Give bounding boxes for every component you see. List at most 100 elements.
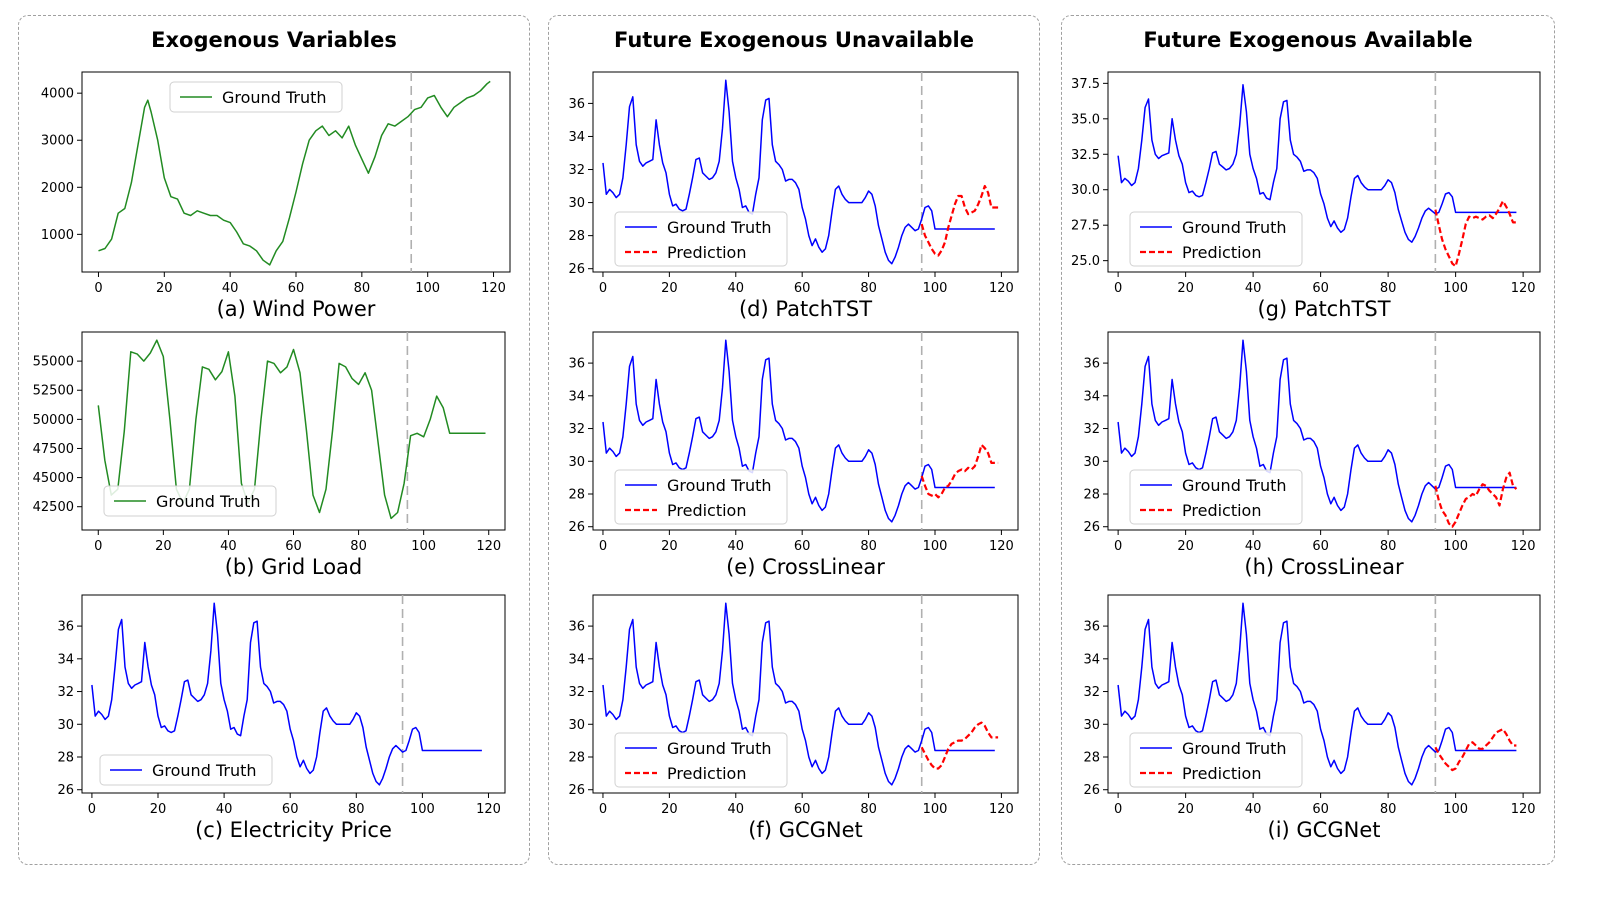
legend: Ground Truth Prediction: [1129, 469, 1303, 525]
y-tick-label: 26: [568, 520, 585, 535]
legend: Ground Truth Prediction: [614, 469, 788, 525]
legend-box: [1129, 732, 1303, 788]
y-tick-label: 3000: [41, 134, 74, 149]
chart-i: 0 20 40 60 80 100 120 26 28 30 32 34 36 Ground Truth P…: [1083, 594, 1541, 842]
x-tick-label: 60: [288, 281, 305, 296]
chart-title: (c) Electricity Price: [195, 818, 392, 842]
prediction-line: [920, 721, 999, 770]
y-tick-label: 26: [568, 783, 585, 798]
x-tick-label: 40: [216, 802, 233, 817]
x-tick-label: 20: [1177, 281, 1194, 296]
chart-title: (h) CrossLinear: [1244, 555, 1404, 579]
x-tick-label: 20: [1177, 802, 1194, 817]
legend-label: Prediction: [1182, 243, 1261, 262]
y-tick-label: 34: [1083, 389, 1100, 404]
x-tick-label: 20: [661, 281, 678, 296]
x-tick-label: 100: [1443, 802, 1468, 817]
chart-c: 0 20 40 60 80 100 120 26 28 30 32 34 36 Ground Truth (…: [57, 594, 506, 842]
x-tick-label: 120: [476, 539, 501, 554]
y-tick-label: 30: [57, 718, 74, 733]
y-tick-label: 27.5: [1071, 219, 1100, 234]
legend-label: Ground Truth: [667, 476, 772, 495]
x-tick-label: 80: [354, 281, 371, 296]
legend: Ground Truth: [99, 754, 273, 786]
y-tick-label: 2000: [41, 181, 74, 196]
plot-frame: [81, 594, 506, 794]
y-tick-label: 32: [57, 685, 74, 700]
x-tick-label: 40: [1245, 539, 1262, 554]
x-tick-label: 0: [599, 281, 607, 296]
legend: Ground Truth: [169, 81, 343, 113]
legend: Ground Truth Prediction: [1129, 732, 1303, 788]
y-tick-label: 36: [1083, 620, 1100, 635]
x-tick-label: 100: [415, 281, 440, 296]
y-tick-label: 30: [1083, 718, 1100, 733]
x-tick-label: 40: [728, 281, 745, 296]
legend-label: Ground Truth: [1182, 739, 1287, 758]
plot-frame: [1107, 594, 1541, 794]
y-tick-label: 47500: [33, 442, 74, 457]
ground-truth-line: [602, 602, 995, 786]
x-tick-label: 80: [348, 802, 365, 817]
y-tick-label: 30: [1083, 455, 1100, 470]
x-tick-label: 120: [481, 281, 506, 296]
x-tick-label: 20: [661, 539, 678, 554]
group-title: Future Exogenous Available: [1143, 28, 1473, 52]
y-tick-label: 28: [1083, 488, 1100, 503]
y-tick-label: 30: [568, 455, 585, 470]
x-tick-label: 120: [989, 281, 1014, 296]
x-tick-label: 100: [923, 539, 948, 554]
legend-label: Prediction: [667, 501, 746, 520]
y-tick-label: 25.0: [1071, 254, 1100, 269]
x-tick-label: 60: [794, 802, 811, 817]
y-tick-label: 26: [1083, 520, 1100, 535]
chart-title: (f) GCGNet: [748, 818, 863, 842]
chart-a: 0 20 40 60 80 100 120 1000 2000 3000 4000 Ground Tr…: [41, 71, 511, 321]
x-tick-label: 60: [1312, 281, 1329, 296]
x-tick-label: 60: [794, 281, 811, 296]
y-tick-label: 36: [568, 620, 585, 635]
x-tick-label: 40: [728, 539, 745, 554]
chart-g: 0 20 40 60 80 100 120 25.0 27.5 30.0 32.5 35.0 37.5 G…: [1071, 71, 1541, 321]
group-future-exogenous-unavailable: Future Exogenous Unavailable: [548, 15, 1040, 865]
x-tick-label: 100: [410, 802, 435, 817]
legend-label: Prediction: [1182, 764, 1261, 783]
chart-title: (d) PatchTST: [739, 297, 872, 321]
y-tick-label: 35.0: [1071, 112, 1100, 127]
x-tick-label: 0: [88, 802, 96, 817]
prediction-line: [920, 443, 999, 499]
ground-truth-line: [1117, 339, 1517, 523]
y-tick-label: 45000: [33, 471, 74, 486]
chart-title: (i) GCGNet: [1268, 818, 1381, 842]
legend-label: Ground Truth: [667, 739, 772, 758]
plot-frame: [592, 331, 1019, 531]
y-tick-label: 32: [568, 685, 585, 700]
plot-frame: [1107, 331, 1541, 531]
y-tick-label: 30: [568, 718, 585, 733]
plot-frame: [592, 71, 1019, 273]
chart-title: (e) CrossLinear: [726, 555, 885, 579]
legend: Ground Truth: [103, 485, 277, 517]
x-tick-label: 60: [1312, 539, 1329, 554]
y-tick-label: 50000: [33, 413, 74, 428]
x-tick-label: 0: [599, 802, 607, 817]
y-tick-label: 26: [57, 783, 74, 798]
group-exogenous-variables: Exogenous Variables: [18, 15, 530, 865]
x-tick-label: 0: [1114, 281, 1122, 296]
x-tick-label: 60: [282, 802, 299, 817]
y-tick-label: 28: [568, 751, 585, 766]
chart-title: (a) Wind Power: [217, 297, 376, 321]
y-tick-label: 32: [568, 422, 585, 437]
y-tick-label: 36: [568, 357, 585, 372]
plot-frame: [592, 594, 1019, 794]
x-tick-label: 40: [1245, 802, 1262, 817]
y-tick-label: 28: [568, 229, 585, 244]
y-tick-label: 26: [1083, 783, 1100, 798]
x-tick-label: 120: [1511, 539, 1536, 554]
prediction-line: [1434, 200, 1517, 268]
y-tick-label: 1000: [41, 228, 74, 243]
x-tick-label: 120: [476, 802, 501, 817]
ground-truth-line: [1117, 602, 1517, 786]
ground-truth-line: [97, 339, 486, 520]
plot-frame: [1107, 71, 1541, 273]
